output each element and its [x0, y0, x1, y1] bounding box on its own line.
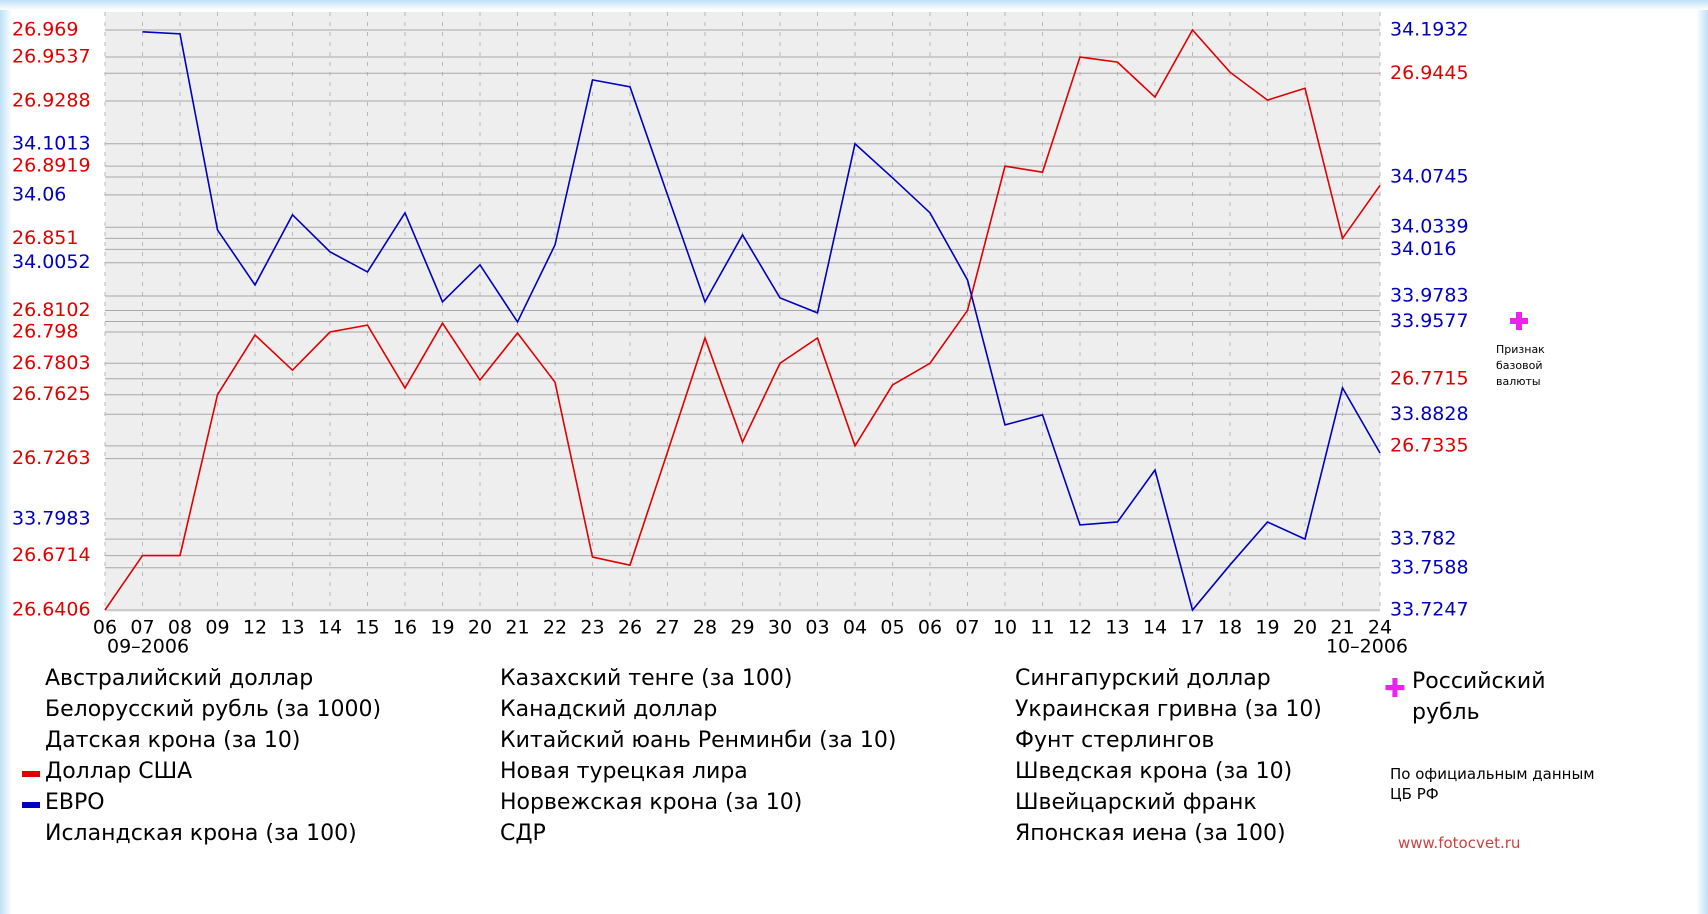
- x-tick-label: 10: [993, 617, 1017, 639]
- x-tick-label: 05: [880, 617, 904, 639]
- x-tick-label: 19: [1255, 617, 1279, 639]
- site: www.fotocvet.ru: [1398, 834, 1521, 852]
- y-tick-label: 33.7983: [12, 507, 91, 529]
- y-tick-label: 26.7715: [1390, 367, 1469, 389]
- x-tick-label: 13: [280, 617, 304, 639]
- legend-item: Норвежская крона (за 10): [500, 790, 803, 815]
- x-tick-label: 06: [93, 617, 117, 639]
- y-tick-label: 33.9577: [1390, 310, 1469, 332]
- legend-item: Сингапурский доллар: [1015, 666, 1271, 691]
- y-tick-label: 26.851: [12, 227, 78, 249]
- y-tick-label: 26.798: [12, 321, 78, 343]
- chart: 06 07 08 09 12 13 14 15 16 19 20 21 22 23 26 27 28 29 30 03…: [12, 12, 1528, 658]
- x-tick-label: 21: [1330, 617, 1354, 639]
- legend-item: Казахский тенге (за 100): [500, 666, 793, 691]
- x-tick-label: 23: [580, 617, 604, 639]
- top-band: [0, 0, 1708, 10]
- base-marker: [1510, 312, 1528, 330]
- y-tick-label: 33.7247: [1390, 599, 1469, 621]
- x-tick-label: 11: [1030, 617, 1054, 639]
- x-tick-label: 20: [468, 617, 492, 639]
- x-tick-label: 30: [768, 617, 792, 639]
- y-tick-label: 26.9288: [12, 89, 91, 111]
- legend-swatch: [22, 771, 40, 777]
- y-tick-label: 34.0745: [1390, 165, 1469, 187]
- x-tick-label: 04: [843, 617, 867, 639]
- x-tick-label: 28: [693, 617, 717, 639]
- x-tick-label: 07: [130, 617, 154, 639]
- y-tick-label: 26.8102: [12, 299, 91, 321]
- period-label: 09–2006: [107, 636, 189, 658]
- y-tick-label: 34.1013: [12, 132, 91, 154]
- x-tick-label: 13: [1105, 617, 1129, 639]
- x-tick-label: 16: [393, 617, 417, 639]
- base-currency-marker: ✚: [1384, 674, 1406, 704]
- y-tick-label: 26.8919: [12, 155, 91, 177]
- x-tick-label: 03: [805, 617, 829, 639]
- y-tick-label: 26.9445: [1390, 62, 1469, 84]
- x-tick-label: 14: [318, 617, 342, 639]
- x-tick-label: 17: [1180, 617, 1204, 639]
- x-tick-label: 29: [730, 617, 754, 639]
- y-tick-label: 33.7588: [1390, 556, 1469, 578]
- y-tick-label: 33.782: [1390, 528, 1456, 550]
- x-tick-label: 09: [205, 617, 229, 639]
- legend-series: Доллар США: [45, 759, 193, 784]
- y-tick-label: 26.7625: [12, 383, 91, 405]
- x-tick-label: 27: [655, 617, 679, 639]
- y-tick-label: 33.8828: [1390, 403, 1469, 425]
- legend-item: Канадский доллар: [500, 697, 718, 722]
- y-tick-label: 26.7803: [12, 352, 91, 374]
- legend-item: Белорусский рубль (за 1000): [45, 697, 382, 722]
- x-tick-label: 15: [355, 617, 379, 639]
- period-label: 10–2006: [1326, 636, 1408, 658]
- y-tick-label: 34.06: [12, 183, 66, 205]
- y-tick-label: 26.9537: [12, 46, 91, 68]
- legend-item: Китайский юань Ренминби (за 10): [500, 728, 897, 753]
- x-tick-label: 18: [1218, 617, 1242, 639]
- x-tick-label: 12: [1068, 617, 1092, 639]
- legend-item: Шведская крона (за 10): [1015, 759, 1293, 784]
- legend-item: Японская иена (за 100): [1015, 821, 1286, 846]
- legend-item: Швейцарский франк: [1015, 790, 1257, 815]
- legend-item: Украинская гривна (за 10): [1015, 697, 1322, 722]
- x-tick-label: 12: [243, 617, 267, 639]
- x-tick-label: 21: [505, 617, 529, 639]
- x-tick-label: 14: [1143, 617, 1167, 639]
- base-currency: Российский рубль: [1412, 669, 1546, 725]
- y-tick-label: 26.7263: [12, 447, 91, 469]
- y-tick-label: 34.0052: [12, 251, 91, 273]
- y-tick-label: 26.6714: [12, 544, 91, 566]
- x-tick-label: 19: [430, 617, 454, 639]
- y-tick-label: 26.7335: [1390, 434, 1469, 456]
- x-tick-label: 08: [168, 617, 192, 639]
- legend-series: ЕВРО: [45, 790, 105, 815]
- legend-swatch: [22, 802, 40, 808]
- x-tick-label: 20: [1293, 617, 1317, 639]
- legend-item: Датская крона (за 10): [45, 728, 301, 753]
- legend-item: Новая турецкая лира: [500, 759, 748, 784]
- y-tick-label: 34.016: [1390, 238, 1456, 260]
- base-note: Признак базовой валюты: [1496, 343, 1545, 388]
- y-tick-label: 34.1932: [1390, 19, 1469, 41]
- legend-item: Фунт стерлингов: [1015, 728, 1215, 753]
- y-tick-label: 33.9783: [1390, 285, 1469, 307]
- x-tick-label: 24: [1368, 617, 1392, 639]
- x-tick-label: 22: [543, 617, 567, 639]
- y-tick-label: 26.6406: [12, 599, 91, 621]
- y-tick-label: 26.969: [12, 19, 78, 41]
- legend-item: Австралийский доллар: [45, 666, 314, 691]
- legend-item: СДР: [500, 821, 546, 846]
- x-tick-label: 06: [918, 617, 942, 639]
- series-line: [142, 31, 1381, 612]
- x-tick-label: 07: [955, 617, 979, 639]
- series-line: [104, 28, 1381, 611]
- y-tick-label: 34.0339: [1390, 216, 1469, 238]
- source: По официальным данным ЦБ РФ: [1390, 765, 1595, 803]
- x-tick-label: 26: [618, 617, 642, 639]
- legend-item: Исландская крона (за 100): [45, 821, 357, 846]
